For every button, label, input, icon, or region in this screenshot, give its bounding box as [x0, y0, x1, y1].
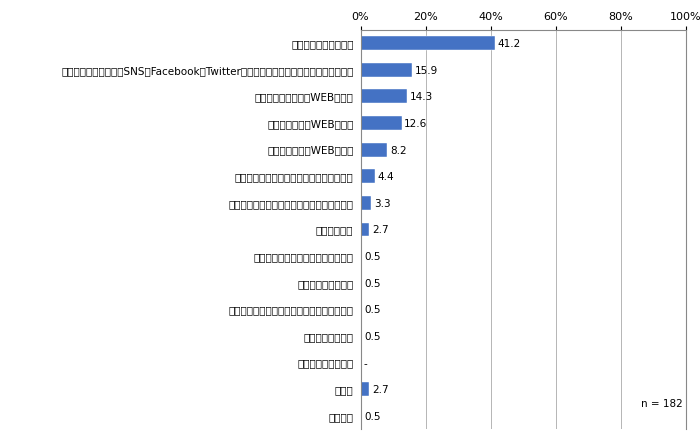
Text: その他: その他 — [335, 385, 354, 394]
Text: 街頭の日本人など: 街頭の日本人など — [304, 331, 354, 341]
Bar — [360, 382, 370, 396]
Text: ホテルのフロントやその他ホテルのスタッフ: ホテルのフロントやその他ホテルのスタッフ — [228, 198, 354, 208]
Text: 公共交通機関: 公共交通機関 — [316, 225, 354, 235]
Bar — [360, 90, 407, 104]
Text: 4.4: 4.4 — [377, 172, 394, 182]
Text: 3.3: 3.3 — [374, 198, 391, 208]
Text: 日本の政府等のWEBサイト: 日本の政府等のWEBサイト — [267, 145, 354, 155]
Text: 12.6: 12.6 — [404, 119, 428, 129]
Text: 日本政府・自治体のコールセンター: 日本政府・自治体のコールセンター — [253, 251, 354, 261]
Bar — [360, 117, 402, 131]
Text: 2.7: 2.7 — [372, 225, 389, 235]
Text: 0.5: 0.5 — [365, 278, 382, 288]
Bar — [360, 276, 362, 290]
Text: 15.9: 15.9 — [415, 66, 438, 75]
Text: 母国の観光情報等のWEBサイト: 母国の観光情報等のWEBサイト — [255, 92, 354, 102]
Text: 0.5: 0.5 — [365, 305, 382, 314]
Bar — [360, 409, 362, 423]
Bar — [360, 170, 374, 184]
Text: 0.5: 0.5 — [365, 251, 382, 261]
Text: -: - — [363, 358, 367, 368]
Bar — [360, 143, 387, 157]
Text: 8.2: 8.2 — [390, 145, 407, 155]
Text: 観光案内所（インフォメーションセンター）: 観光案内所（インフォメーションセンター） — [228, 305, 354, 314]
Bar — [360, 250, 362, 263]
Text: 0.5: 0.5 — [365, 331, 382, 341]
Text: 自分の団体のツアーコンダクターやガイド: 自分の団体のツアーコンダクターやガイド — [234, 172, 354, 182]
Text: 同行家族や周りの人: 同行家族や周りの人 — [298, 278, 354, 288]
Bar — [360, 303, 362, 317]
Text: 日本のテレビやラジオ: 日本のテレビやラジオ — [291, 39, 354, 49]
Bar — [360, 64, 412, 78]
Bar — [360, 223, 370, 237]
Text: 14.3: 14.3 — [410, 92, 433, 102]
Bar — [360, 197, 371, 210]
Text: 41.2: 41.2 — [497, 39, 521, 49]
Text: タクシードライバー: タクシードライバー — [298, 358, 354, 368]
Bar — [360, 37, 495, 51]
Text: 2.7: 2.7 — [372, 385, 389, 394]
Bar — [360, 329, 362, 343]
Text: 0.5: 0.5 — [365, 411, 382, 421]
Text: n = 182: n = 182 — [641, 398, 682, 408]
Text: 日本のテレビのWEBサイト: 日本のテレビのWEBサイト — [267, 119, 354, 129]
Text: 特にない: 特にない — [328, 411, 354, 421]
Text: 友人・知人のメールやSNS（Facebook、Twitter、ウェイボー・ウイチャット（中国））: 友人・知人のメールやSNS（Facebook、Twitter、ウェイボー・ウイチ… — [61, 66, 354, 75]
